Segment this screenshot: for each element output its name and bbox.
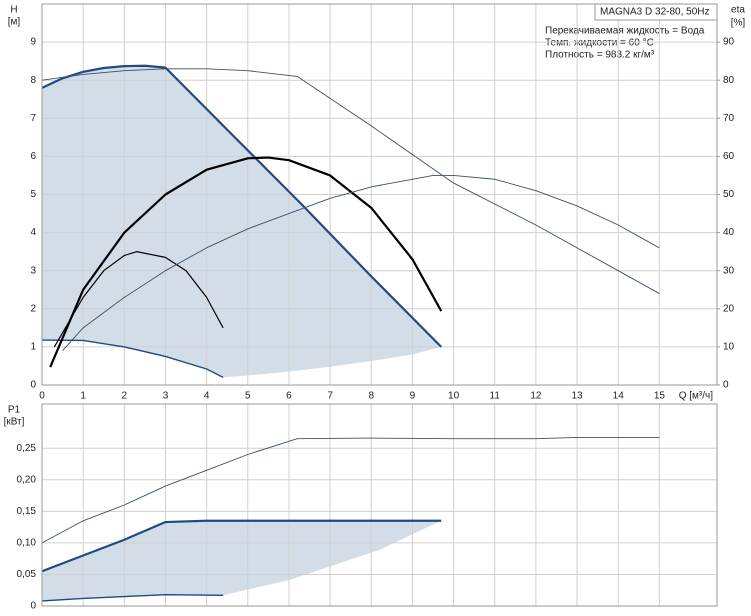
curve [53,251,224,348]
y-tick-label: 0,20 [17,474,37,485]
curve [49,156,443,368]
x-tick-label: 14 [613,391,625,402]
x-tick-label: 8 [368,391,374,402]
y2-tick-label: 0 [723,380,729,391]
curve [41,68,660,294]
y-axis-label: H [10,5,17,16]
y2-tick-label: 90 [723,37,735,48]
x-tick-label: 11 [490,391,501,402]
info-title: MAGNA3 D 32-80, 50Hz [600,7,710,18]
y-tick-label: 0,15 [17,506,37,517]
x-tick-label: 9 [410,391,416,402]
y-axis-label: [м] [8,17,21,28]
y-tick-label: 5 [30,189,36,200]
y-tick-label: 8 [30,75,36,86]
x-tick-label: 15 [654,391,666,402]
curve [62,175,660,352]
y-tick-label: 3 [30,265,36,276]
y-axis-label: P1 [8,405,21,416]
x-tick-label: 1 [80,391,86,402]
y2-tick-label: 60 [723,151,735,162]
y2-tick-label: 70 [723,113,735,124]
y2-tick-label: 40 [723,227,735,238]
info-line: Плотность = 983.2 кг/м³ [545,50,655,61]
info-line: Темп. жидкости = 60 °C [545,38,654,49]
operating-area [42,65,442,378]
y2-tick-label: 10 [723,342,735,353]
y-tick-label: 0 [30,380,36,391]
x-tick-label: 4 [204,391,210,402]
y-tick-label: 4 [30,227,36,238]
info-box [594,3,718,21]
y2-tick-label: 50 [723,189,735,200]
x-tick-label: 6 [286,391,292,402]
x-tick-label: 12 [530,391,542,402]
x-tick-label: 5 [245,391,251,402]
y2-tick-label: 80 [723,75,735,86]
x-tick-label: 13 [571,391,583,402]
plot-frame [41,3,718,386]
x-tick-label: 7 [327,391,333,402]
curve [41,64,443,348]
curve [41,593,224,602]
y-tick-label: 0 [30,601,36,612]
curve [41,339,224,379]
y-tick-label: 7 [30,113,36,124]
operating-area [42,520,442,601]
y-tick-label: 0,25 [17,443,37,454]
x-tick-label: 3 [163,391,169,402]
curve [41,519,442,573]
y-tick-label: 9 [30,37,36,48]
x-axis-label: Q [м³/ч] [679,391,714,402]
y-tick-label: 0,05 [17,569,37,580]
y2-axis-label: [%] [731,18,746,29]
y-tick-label: 6 [30,151,36,162]
plot-frame [41,403,718,607]
curve [41,437,660,544]
x-tick-label: 0 [39,391,45,402]
y-tick-label: 0,10 [17,538,37,549]
y2-tick-label: 30 [723,265,735,276]
y-tick-label: 2 [30,303,36,314]
x-tick-label: 2 [122,391,128,402]
y-tick-label: 1 [30,342,36,353]
y2-tick-label: 20 [723,303,735,314]
info-line: Перекачиваемая жидкость = Вода [545,26,705,37]
y2-axis-label: eta [731,5,745,16]
y-axis-label: [кВт] [4,417,25,428]
x-tick-label: 10 [448,391,460,402]
